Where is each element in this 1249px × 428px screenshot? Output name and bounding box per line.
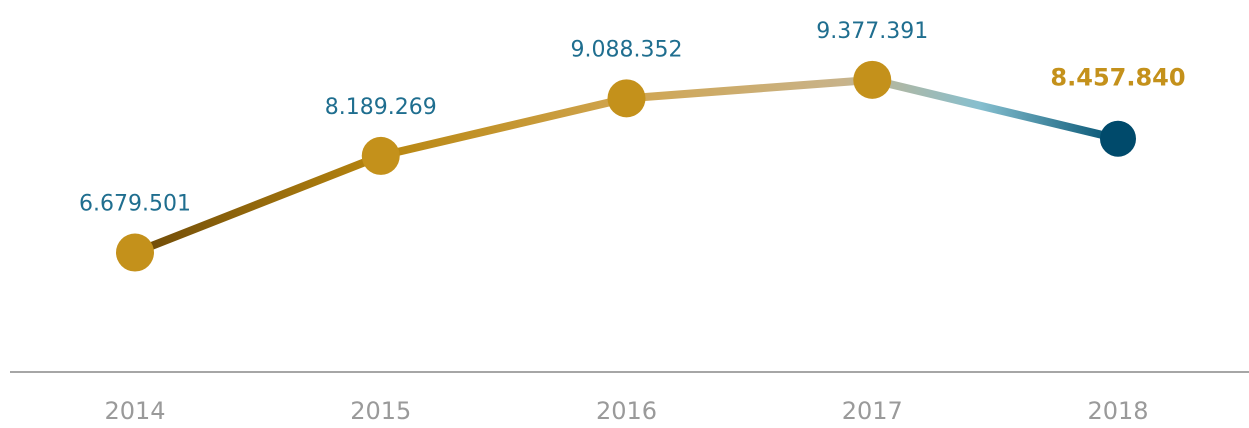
point bbox=[607, 79, 646, 118]
value-label: 8.457.840 bbox=[1050, 64, 1185, 92]
point bbox=[361, 136, 400, 175]
point bbox=[1100, 120, 1136, 157]
x-tick-label: 2017 bbox=[842, 397, 903, 425]
value-label: 9.377.391 bbox=[816, 19, 928, 44]
value-label: 9.088.352 bbox=[571, 37, 683, 62]
value-label: 6.679.501 bbox=[79, 192, 191, 217]
x-tick-label: 2016 bbox=[596, 397, 657, 425]
x-tick-label: 2018 bbox=[1087, 397, 1148, 425]
value-label: 8.189.269 bbox=[325, 95, 437, 120]
point bbox=[116, 233, 154, 272]
x-tick-label: 2014 bbox=[104, 397, 165, 425]
x-tick-label: 2015 bbox=[350, 397, 411, 425]
point bbox=[853, 60, 892, 99]
